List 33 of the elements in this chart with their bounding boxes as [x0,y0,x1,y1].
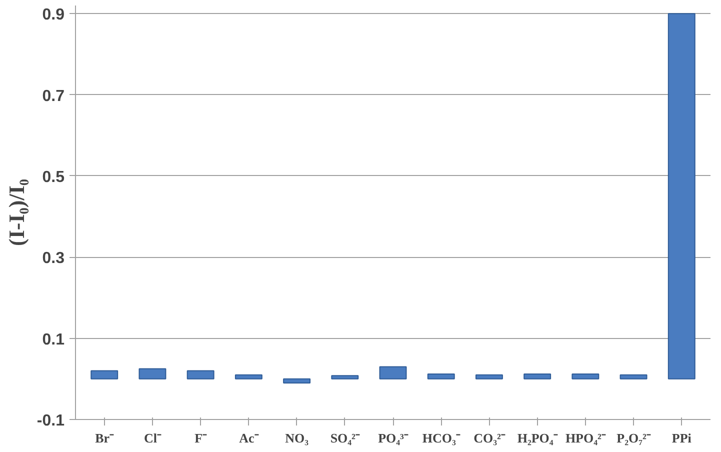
bar [620,374,648,380]
x-tick-label: CO₃²⁻ [474,430,506,446]
bar [90,370,118,380]
bar [379,366,407,380]
bar [331,375,359,380]
bar [524,374,552,380]
bar [572,374,600,380]
y-tick-label: 0.3 [42,250,65,268]
x-tick-label: HCO₃⁻ [422,430,461,446]
y-tick-label: 0.5 [42,168,65,186]
bar [427,374,455,380]
x-tick-label: F⁻ [194,430,208,446]
bar [475,374,503,380]
y-tick-label: -0.1 [36,412,65,430]
bar [283,378,311,384]
x-tick-label: Ac⁻ [239,430,260,446]
x-tick-label: PPi [672,430,692,446]
y-tick-label: 0.7 [42,88,65,105]
x-tick-label: P₂O₇²⁻ [616,430,652,446]
y-tick-label: 0.1 [42,331,65,348]
x-tick-label: NO₃ [285,430,309,446]
x-tick-label: Br⁻ [95,430,115,446]
x-tick-label: H₂PO₄⁻ [517,430,558,446]
bar [186,370,214,380]
x-tick-label: SO₄²⁻ [330,430,360,446]
y-tick-label: 0.9 [42,6,65,24]
bar [138,368,166,380]
y-axis-title: (I-I₀)/I₀ [4,178,29,246]
x-tick-label: Cl⁻ [144,430,162,446]
bar [668,13,696,380]
x-tick-label: HPO₄²⁻ [565,430,606,446]
bar [234,374,262,380]
x-tick-label: PO₄³⁻ [378,430,409,446]
